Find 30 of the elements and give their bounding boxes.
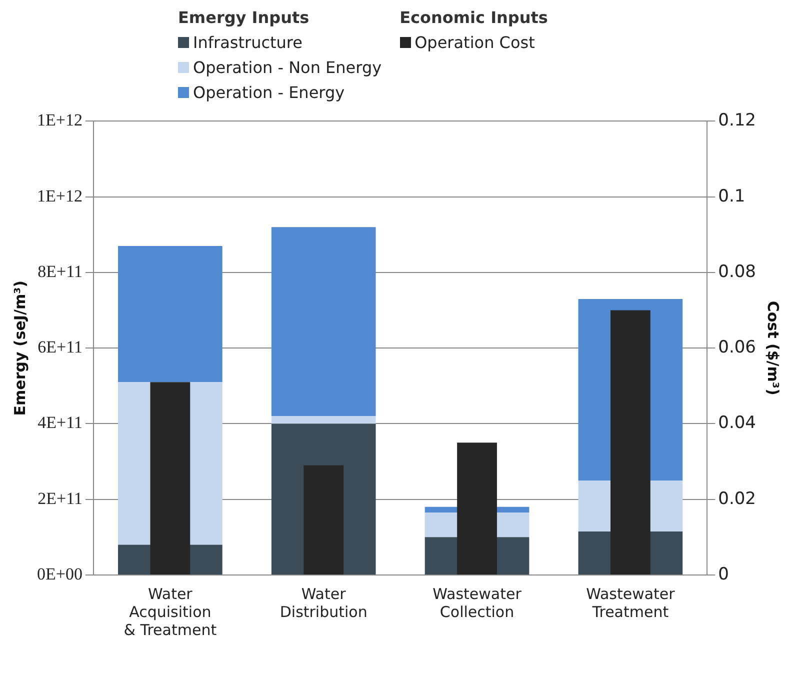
x-tick-label: Water Distribution: [280, 584, 368, 621]
legend-label: Operation - Energy: [193, 83, 345, 102]
text: Economic Inputs: [400, 8, 548, 27]
y-axis-title: Emergy (seJ/m³): [10, 280, 29, 416]
x-tick-label: Wastewater Collection: [432, 584, 522, 621]
legend-label: Operation Cost: [414, 33, 535, 52]
legend-title: Emergy Inputs: [178, 8, 310, 27]
bar: [271, 416, 376, 424]
y2-axis-title: Cost ($/m³): [764, 300, 782, 396]
x-tick-label: Water Acquisition & Treatment: [124, 584, 217, 639]
y-tick-label: 6E+11: [38, 338, 82, 357]
x-tick-label: Wastewater Treatment: [586, 584, 676, 621]
y2-tick-label: 0.02: [718, 488, 756, 509]
y2-tick-label: 0: [718, 564, 729, 584]
y2-tick-label: 0.12: [718, 110, 756, 131]
y-tick-label: 8E+11: [38, 262, 82, 281]
y-tick-label: 1E+12: [36, 186, 82, 206]
legend-label: Infrastructure: [193, 33, 302, 52]
y2-tick-label: 0.04: [718, 413, 756, 434]
y2-tick-label: 0.1: [718, 186, 746, 206]
y-tick-label: 0E+00: [36, 564, 82, 584]
y-tick-label: 1E+12: [36, 110, 82, 130]
legend-label: Operation - Non Energy: [193, 58, 382, 77]
bar: [118, 246, 222, 382]
bar: [304, 465, 344, 574]
y2-tick-label: 0.08: [718, 262, 756, 282]
y2-tick-label: 0.06: [718, 338, 756, 358]
y-tick-label: 4E+11: [38, 413, 82, 432]
y-tick-label: 2E+11: [38, 488, 82, 508]
bar: [271, 227, 376, 416]
